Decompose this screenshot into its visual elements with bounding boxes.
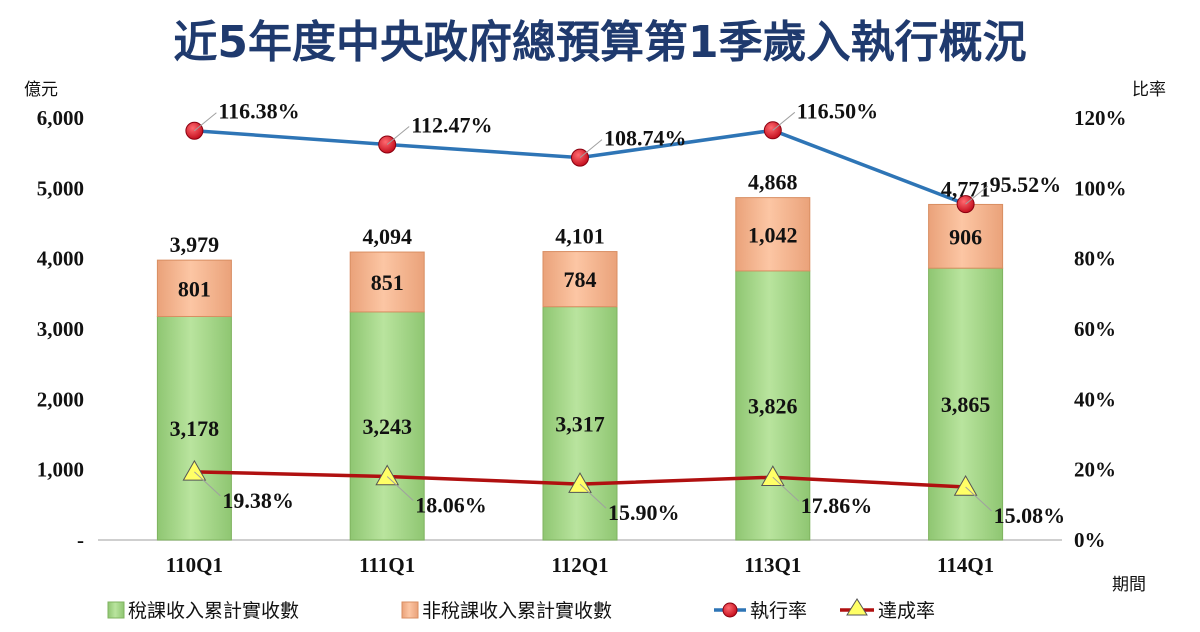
marker-achievement-rate bbox=[760, 465, 785, 486]
data-label-achievement-rate: 15.08% bbox=[994, 503, 1066, 528]
data-label-tax: 3,243 bbox=[362, 414, 412, 439]
y-tick-label: 3,000 bbox=[37, 317, 84, 341]
bar-nontax-revenue bbox=[735, 197, 811, 272]
y2-tick-label: 0% bbox=[1074, 528, 1106, 552]
bars-layer bbox=[156, 197, 1004, 541]
data-label-achievement-rate: 17.86% bbox=[801, 493, 873, 518]
legend-marker-execution-rate bbox=[722, 602, 738, 618]
labels-layer: 3,178 801 3,979 3,243 851 4,094 3,317 784 4,101 3… bbox=[170, 98, 1065, 528]
axes-layer: - 1,000 2,000 3,000 4,000 5,000 6,000 0% 20% 40% 6… bbox=[24, 80, 1166, 595]
data-label-nontax: 906 bbox=[949, 224, 982, 249]
marker-achievement-rate bbox=[953, 474, 978, 496]
legend-label-achievement-rate: 達成率 bbox=[878, 600, 935, 622]
leader-line bbox=[772, 476, 800, 502]
leader-line bbox=[965, 185, 988, 205]
y-axis-unit: 億元 bbox=[24, 80, 58, 100]
marker-achievement-rate bbox=[375, 464, 400, 486]
data-label-nontax: 851 bbox=[371, 270, 404, 295]
legend: 稅課收入累計實收數 非稅課收入累計實收數 執行率 達成率 bbox=[107, 598, 935, 622]
data-label-tax: 3,826 bbox=[748, 393, 798, 418]
x-tick-label: 110Q1 bbox=[166, 553, 223, 577]
y2-axis-unit: 比率 bbox=[1132, 80, 1166, 100]
data-label-execution-rate: 116.38% bbox=[218, 99, 299, 124]
data-label-achievement-rate: 19.38% bbox=[222, 488, 294, 513]
bar-tax-revenue bbox=[349, 311, 425, 541]
data-label-tax: 3,317 bbox=[555, 411, 605, 436]
data-label-total: 4,771 bbox=[941, 176, 991, 201]
data-label-tax: 3,865 bbox=[941, 392, 991, 417]
bar-nontax-revenue bbox=[156, 259, 232, 317]
bar-tax-revenue bbox=[735, 270, 811, 541]
data-label-nontax: 801 bbox=[178, 276, 211, 301]
y2-tick-label: 40% bbox=[1074, 387, 1116, 411]
leader-line bbox=[194, 112, 217, 132]
y-tick-label: 5,000 bbox=[37, 176, 84, 200]
y-tick-label: - bbox=[77, 528, 84, 552]
data-label-total: 4,868 bbox=[748, 170, 798, 195]
leader-line bbox=[965, 486, 992, 512]
y-tick-label: 6,000 bbox=[37, 106, 84, 130]
y2-tick-label: 120% bbox=[1074, 106, 1127, 130]
chart-title: 近5年度中央政府總預算第1季歲入執行概況 bbox=[173, 17, 1027, 68]
data-label-total: 4,094 bbox=[362, 224, 412, 249]
data-label-tax: 3,178 bbox=[170, 416, 220, 441]
leader-line bbox=[579, 483, 607, 509]
data-label-nontax: 784 bbox=[564, 267, 597, 292]
x-tick-label: 113Q1 bbox=[744, 553, 801, 577]
legend-label-execution-rate: 執行率 bbox=[750, 600, 807, 622]
leader-line bbox=[772, 111, 796, 131]
marker-achievement-rate bbox=[182, 459, 207, 481]
legend-label-nontax: 非稅課收入累計實收數 bbox=[422, 600, 612, 622]
data-label-execution-rate: 108.74% bbox=[604, 126, 687, 151]
legend-label-tax: 稅課收入累計實收數 bbox=[128, 600, 299, 622]
legend-marker-achievement-rate bbox=[846, 598, 868, 616]
data-label-total: 4,101 bbox=[555, 224, 605, 249]
legend-swatch-nontax bbox=[401, 601, 419, 619]
x-tick-label: 114Q1 bbox=[937, 553, 994, 577]
leader-line bbox=[386, 126, 410, 145]
x-axis-label: 期間 bbox=[1112, 575, 1146, 595]
y-tick-label: 2,000 bbox=[37, 387, 84, 411]
bar-nontax-revenue bbox=[928, 203, 1004, 269]
data-label-total: 3,979 bbox=[170, 232, 220, 257]
y2-tick-label: 80% bbox=[1074, 247, 1116, 271]
leader-line bbox=[579, 139, 603, 158]
leader-line bbox=[194, 471, 221, 497]
legend-swatch-tax bbox=[107, 601, 125, 619]
x-tick-label: 112Q1 bbox=[551, 553, 608, 577]
x-tick-label: 111Q1 bbox=[359, 553, 415, 577]
y-tick-label: 4,000 bbox=[37, 247, 84, 271]
bar-tax-revenue bbox=[542, 306, 618, 541]
y2-tick-label: 60% bbox=[1074, 317, 1116, 341]
leader-line bbox=[386, 476, 414, 501]
data-label-achievement-rate: 15.90% bbox=[608, 500, 680, 525]
data-label-execution-rate: 95.52% bbox=[990, 172, 1062, 197]
data-label-execution-rate: 116.50% bbox=[797, 98, 878, 123]
bar-nontax-revenue bbox=[542, 251, 618, 308]
y2-tick-label: 100% bbox=[1074, 176, 1127, 200]
data-label-nontax: 1,042 bbox=[748, 222, 798, 247]
marker-achievement-rate bbox=[568, 472, 592, 493]
y-tick-label: 1,000 bbox=[37, 458, 84, 482]
y2-tick-label: 20% bbox=[1074, 458, 1116, 482]
data-label-execution-rate: 112.47% bbox=[411, 112, 492, 137]
line-execution-rate bbox=[194, 128, 967, 206]
data-label-achievement-rate: 18.06% bbox=[415, 492, 487, 517]
bar-nontax-revenue bbox=[349, 251, 425, 313]
bar-tax-revenue bbox=[156, 315, 232, 541]
